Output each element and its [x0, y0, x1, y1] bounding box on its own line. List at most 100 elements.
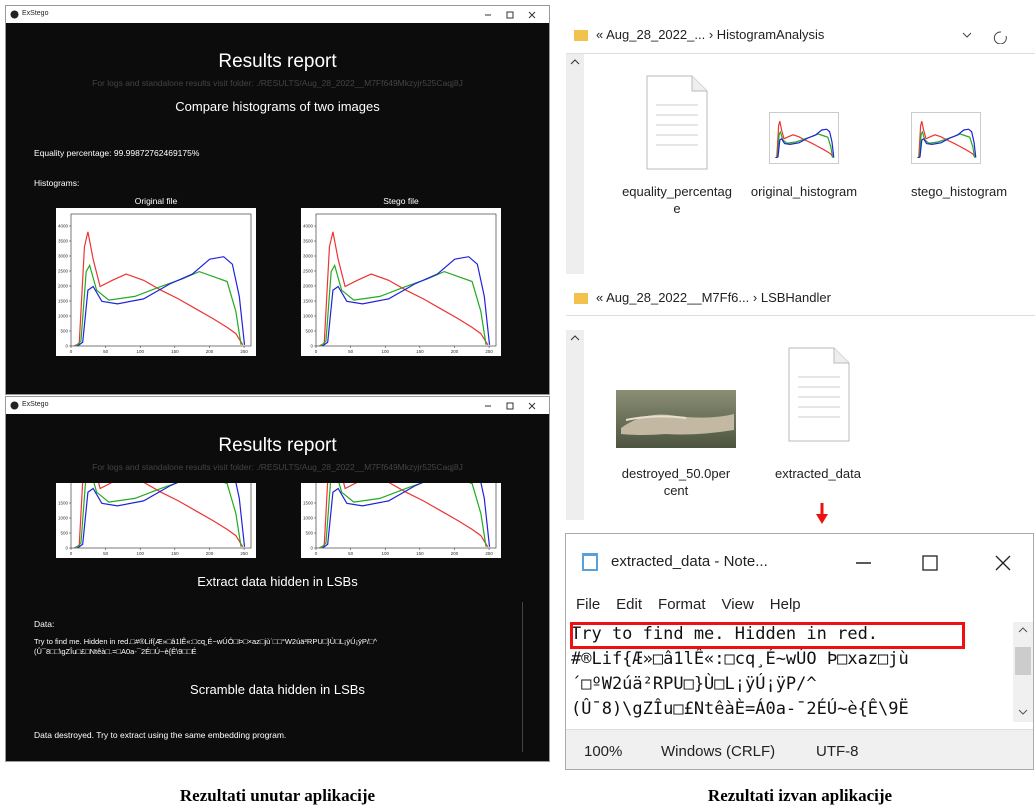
histogram-plot: 0 500 1000 1500 2000 2500 3000 3500 4000 0 50 100 15… — [56, 208, 256, 356]
histogram-curves — [319, 230, 491, 346]
status-item: 100% — [584, 743, 623, 760]
file-thumbnail[interactable] — [769, 112, 839, 164]
status-item: Windows (CRLF) — [661, 743, 776, 760]
separator: › — [708, 27, 714, 42]
data-label: Data: — [34, 619, 55, 629]
data-lines: Try to find me. Hidden in red.□#®Lif{Æ»□… — [34, 637, 377, 657]
y-tick-label: 3500 — [58, 239, 69, 244]
text-line: ´□ºW2úä²RPU□}Ù□L¡ÿÚ¡ÿP/^ — [571, 674, 817, 694]
axes-frame — [315, 213, 497, 347]
x-tick-label: 150 — [171, 349, 179, 354]
menu-item[interactable]: Format — [658, 596, 706, 613]
axes-frame — [315, 483, 497, 549]
x-tick-label: 100 — [381, 349, 389, 354]
y-tick-label: 4000 — [58, 224, 69, 229]
y-tick-label: 0 — [310, 546, 313, 551]
title-bar: ExStego — [6, 6, 549, 23]
path-part[interactable]: Aug_28_2022__M7Ff6... — [606, 290, 750, 305]
y-tick-label: 1500 — [303, 299, 314, 304]
file-name[interactable]: equality_percentage — [622, 184, 732, 216]
x-tick-label: 200 — [451, 349, 459, 354]
path-part[interactable]: LSBHandler — [760, 290, 831, 305]
y-tick-label: 1000 — [58, 516, 69, 521]
x-tick-label: 150 — [416, 349, 424, 354]
window-controls[interactable] — [851, 554, 1031, 572]
y-tick-label: 2000 — [303, 284, 314, 289]
x-tick-label: 0 — [315, 349, 318, 354]
file-icon[interactable] — [646, 75, 708, 170]
file-name[interactable]: destroyed_50.0percent — [621, 466, 731, 498]
breadcrumb[interactable]: « Aug_28_2022_... › HistogramAnalysis — [596, 27, 824, 42]
caption: Rezultati izvan aplikacije — [707, 786, 893, 805]
x-tick-label: 0 — [70, 349, 73, 354]
notepad-window: extracted_data - Note... File Edit Format V… — [565, 533, 1034, 770]
x-tick-label: 250 — [485, 551, 493, 556]
explorer-window: « Aug_28_2022_... › HistogramAnalysis eq… — [566, 20, 1035, 275]
menu-item[interactable]: Edit — [616, 596, 643, 613]
axes-frame — [70, 213, 252, 347]
histogram-curves — [319, 483, 491, 548]
y-tick-label: 1500 — [58, 501, 69, 506]
histogram-plot: 0 500 1000 1500 0 50 100 150 200 250 — [56, 483, 256, 558]
plot-area: 0 500 1000 1500 0 50 100 150 200 250 — [303, 483, 497, 556]
file-name[interactable]: original_histogram — [750, 184, 858, 199]
file-icon[interactable] — [788, 347, 850, 442]
text-area: Try to find me. Hidden in red. #®Lif{Æ»□â… — [571, 622, 909, 722]
menu-item[interactable]: View — [721, 596, 754, 613]
histogram-curves — [74, 483, 246, 548]
y-tick-label: 0 — [65, 546, 68, 551]
x-tick-label: 250 — [485, 349, 493, 354]
window-controls[interactable] — [483, 401, 543, 411]
file-name[interactable]: stego_histogram — [910, 184, 1008, 199]
x-tick-label: 0 — [315, 551, 318, 556]
x-tick-label: 0 — [70, 551, 73, 556]
arrow — [816, 503, 828, 524]
menu-bar: File Edit Format View Help — [576, 596, 817, 613]
window-controls[interactable] — [483, 10, 543, 20]
x-tick-label: 250 — [240, 349, 248, 354]
destroyed-note: Data destroyed. Try to extract using the… — [34, 730, 287, 740]
path-part[interactable]: Aug_28_2022_... — [606, 27, 706, 42]
app-name: ExStego — [22, 401, 49, 408]
y-tick-label: 1500 — [303, 501, 314, 506]
y-tick-label: 1000 — [303, 314, 314, 319]
menu-item[interactable]: Help — [769, 596, 801, 613]
caption: Rezultati unutar aplikacije — [179, 786, 376, 805]
file-name[interactable]: extracted_data — [774, 466, 861, 481]
menu-item[interactable]: File — [576, 596, 601, 613]
back-glyph: « — [596, 27, 604, 42]
text-line: #®Lif{Æ»□â1lÊ«:□cq¸É~wÚO Þ□xaz□jù — [571, 649, 909, 669]
y-tick-label: 1000 — [58, 314, 69, 319]
y-tick-label: 2500 — [303, 269, 314, 274]
equality: Equality percentage: 99.99872762469175% — [34, 148, 200, 158]
y-tick-label: 1000 — [303, 516, 314, 521]
y-tick-label: 500 — [60, 531, 68, 536]
separator: › — [752, 290, 758, 305]
y-tick-label: 3000 — [58, 254, 69, 259]
y-tick-label: 3000 — [303, 254, 314, 259]
status-bar: 100% Windows (CRLF) UTF-8 — [566, 729, 1033, 769]
y-tick-label: 4000 — [303, 224, 314, 229]
y-tick-label: 500 — [305, 329, 313, 334]
histogram-plot: 0 500 1000 1500 2000 2500 3000 3500 4000 0 50 100 15… — [301, 208, 501, 356]
x-tick-label: 100 — [136, 349, 144, 354]
app-name: ExStego — [22, 10, 49, 17]
plot-title: Stego file — [383, 196, 419, 206]
section-title: Extract data hidden in LSBs — [197, 574, 358, 589]
y-tick-label: 2500 — [58, 269, 69, 274]
x-tick-label: 50 — [348, 551, 354, 556]
x-tick-label: 100 — [136, 551, 144, 556]
section-title: Compare histograms of two images — [175, 99, 380, 114]
breadcrumb[interactable]: « Aug_28_2022__M7Ff6... › LSBHandler — [596, 290, 831, 305]
path-part[interactable]: HistogramAnalysis — [716, 27, 825, 42]
x-tick-label: 150 — [171, 551, 179, 556]
section-title: Scramble data hidden in LSBs — [190, 682, 365, 697]
text-line: Try to find me. Hidden in red. — [571, 624, 879, 644]
file-thumbnail[interactable] — [911, 112, 981, 164]
back-glyph: « — [596, 290, 604, 305]
plot-title: Original file — [134, 196, 178, 206]
file-thumbnail[interactable] — [616, 390, 736, 448]
data-line: (Û¯8□□\gZÎu□£□Ntêà□.=□A0a-¯2É□Ú~è{Ê\9□□É — [34, 647, 197, 656]
plot-area: 0 500 1000 1500 2000 2500 3000 3500 4000 0 50 100 15… — [303, 213, 497, 354]
status-item: UTF-8 — [816, 743, 859, 760]
